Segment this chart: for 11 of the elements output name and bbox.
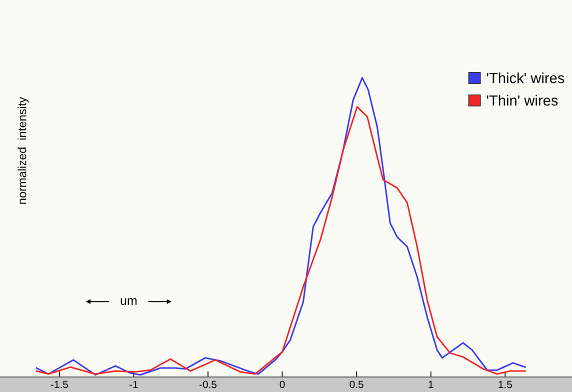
y-axis-title: normalized intensity	[18, 97, 29, 204]
x-tick-label: -1.5	[50, 380, 68, 388]
x-tick-label: -1	[130, 380, 138, 388]
legend-label: 'Thick' wires	[486, 72, 564, 84]
x-tick-label: 0	[280, 380, 285, 388]
legend-label: 'Thin' wires	[486, 94, 558, 106]
x-tick-label: 0.5	[350, 380, 364, 388]
x-tick-label: 1	[428, 380, 434, 388]
x-tick-label: 1.5	[498, 380, 512, 388]
x-tick-label: -0.5	[199, 380, 217, 388]
annotation: um	[120, 298, 137, 305]
